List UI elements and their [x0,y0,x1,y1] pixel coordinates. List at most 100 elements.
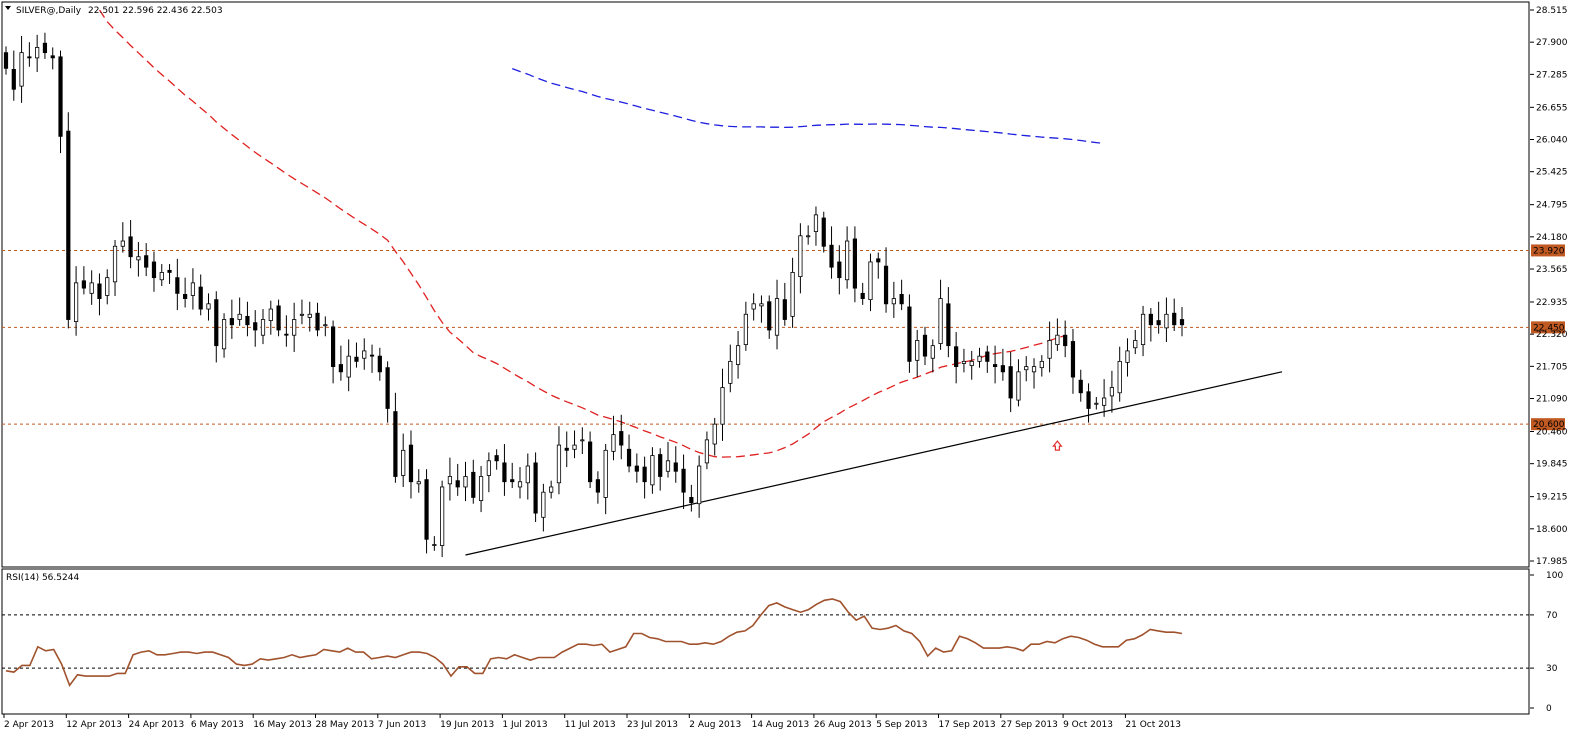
candle-body [813,214,819,233]
candle-body [1117,360,1122,394]
candle-body [751,303,756,310]
date-label: 2 Apr 2013 [4,720,54,730]
candle-body [432,544,437,546]
candle-body [821,217,826,247]
rsi-line [5,598,1183,688]
candle-body [510,479,515,483]
date-label: 23 Jul 2013 [627,720,678,730]
date-label: 2 Aug 2013 [689,720,741,730]
candle-body [868,261,873,301]
date-label: 17 Sep 2013 [939,720,996,730]
candle-body [992,364,998,368]
candle-body [969,360,974,366]
candle-body [97,283,102,299]
candle-body [502,462,507,483]
candle-body [3,52,9,69]
candle-body [517,481,523,488]
price-panel [1,1,1530,568]
window-menu-icon[interactable] [5,6,11,10]
candle-body [572,444,577,450]
price-panel-frame [1,1,1530,568]
candle-body [1024,366,1029,371]
candle-body [704,439,710,464]
candle-body [229,318,234,326]
ma-slow-line [511,67,1105,145]
ma-fast-line [98,9,1066,458]
price-tick-label: 22.320 [1536,330,1568,340]
price-tick-label: 19.215 [1536,493,1568,503]
candle-body [1055,334,1060,346]
candle-body [681,468,686,493]
candle-body [190,282,196,296]
candle-body [276,305,281,331]
candle-body [19,52,24,87]
candle-body [214,299,219,347]
candle-body [595,479,600,493]
candle-body [1125,350,1130,363]
candle-body [891,298,896,305]
candle-body [393,411,398,477]
candle-body [338,364,343,373]
candle-body [806,235,811,238]
candle-body [852,238,858,289]
candle-body [354,356,359,362]
candle-body [167,269,172,273]
date-label: 12 Apr 2013 [66,720,122,730]
candle-body [611,434,616,452]
price-tick-label: 21.705 [1536,362,1568,372]
candle-body [985,351,990,362]
candle-body [845,240,850,281]
candle-body [35,47,40,59]
price-tick-label: 28.515 [1536,6,1568,16]
price-tick-label: 18.600 [1536,525,1568,535]
candle-body [151,261,157,279]
candle-body [1102,397,1107,406]
rsi-tick-label: 70 [1546,611,1558,621]
candle-body [588,441,593,483]
candle-body [549,486,554,493]
date-label: 28 May 2013 [316,720,375,730]
date-label: 26 Aug 2013 [814,720,872,730]
rsi-panel [1,568,1530,715]
candle-body [907,306,912,362]
up-arrow-icon [1052,440,1063,451]
date-label: 24 Apr 2013 [129,720,185,730]
candle-body [720,387,725,425]
candle-body [494,455,499,462]
candle-body [120,240,125,247]
rsi-tick-label: 0 [1546,704,1552,714]
price-tick-label: 19.845 [1536,460,1568,470]
candle-body [27,56,32,59]
candle-body [315,312,320,331]
candle-body [1148,313,1153,326]
price-tick-label: 22.935 [1536,298,1568,308]
candle-body [159,272,164,281]
ohlc-readout: 22.501 22.596 22.436 22.503 [88,6,223,16]
candle-body [89,282,94,294]
candle-body [790,272,795,317]
candle-body [284,333,289,336]
candle-body [1031,366,1037,373]
level-badge [1531,418,1565,431]
date-label: 1 Jul 2013 [502,720,547,730]
candle-body [922,334,928,357]
candle-body [658,454,663,477]
candle-body [603,449,608,498]
candle-body [946,303,951,347]
candle-body [1172,312,1177,326]
price-tick-label: 17.985 [1536,557,1568,567]
price-tick-label: 27.285 [1536,70,1568,80]
candle-body [183,293,188,299]
candle-body [798,235,803,278]
price-tick-label: 21.090 [1536,395,1568,405]
candle-body [11,68,16,90]
candle-body [323,324,328,327]
price-tick-label: 26.040 [1536,136,1568,146]
candle-body [954,346,959,368]
candle-body [1179,319,1185,326]
level-badge [1531,321,1565,334]
price-axis: 28.515 27.900 27.285 26.655 26.040 25.425 24.7… [1530,6,1568,567]
candle-body [307,313,312,318]
candle-body [782,299,787,320]
candle-body [175,277,180,294]
